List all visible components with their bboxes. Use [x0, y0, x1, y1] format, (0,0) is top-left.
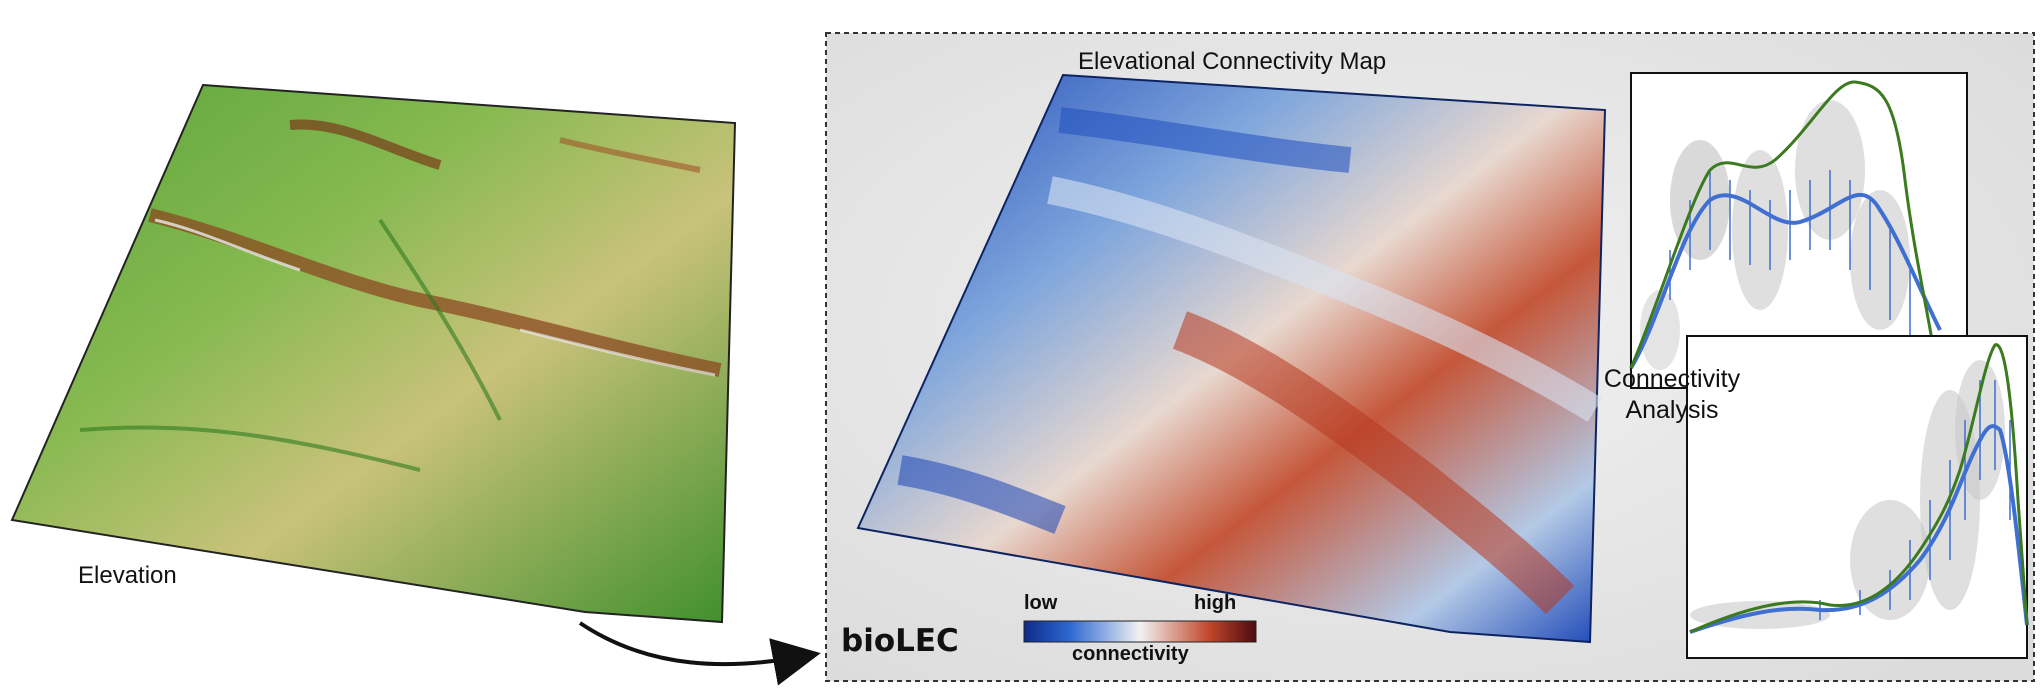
analysis-label: Connectivity Analysis — [1552, 364, 1792, 426]
analysis-label-line1: Connectivity — [1603, 365, 1741, 393]
map-title: Elevational Connectivity Map — [1078, 48, 1387, 75]
green-curve — [1629, 80, 1942, 389]
colorbar-low-label: low — [1024, 592, 1058, 614]
flow-arrow — [578, 621, 821, 686]
analysis-plot-lower — [1686, 335, 2029, 659]
elevation-label: Elevation — [78, 562, 177, 589]
colorbar — [1023, 620, 1257, 643]
elevation-terrain — [10, 83, 737, 624]
colorbar-high-label: high — [1194, 592, 1237, 614]
scatter-cloud — [1640, 100, 1910, 370]
colorbar-caption: connectivity — [1072, 643, 1189, 665]
blue-curve — [1689, 424, 2029, 634]
blue-curve — [1629, 192, 1942, 370]
green-curve — [1689, 343, 2029, 634]
connectivity-map — [856, 73, 1607, 644]
brand-label: bioLEC — [841, 623, 959, 659]
analysis-label-line2: Analysis — [1625, 396, 1719, 424]
